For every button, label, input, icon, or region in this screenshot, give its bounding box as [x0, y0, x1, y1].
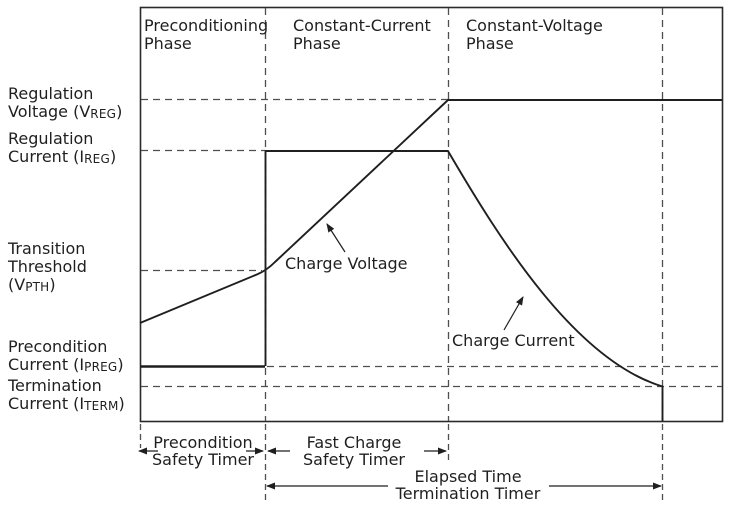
phase-label-preconditioning: Preconditioning Phase [144, 16, 269, 53]
label-precondition-safety-timer: Precondition Safety Timer [152, 433, 254, 469]
charge-current-pointer-arrow-icon [503, 296, 524, 331]
annotation-charge-voltage: Charge Voltage [285, 254, 408, 273]
label-termination-current: Termination Current (ITERM) [8, 376, 125, 414]
label-regulation-voltage: Regulation Voltage (VREG) [8, 84, 123, 122]
charge-voltage-curve [139, 99, 722, 324]
label-precondition-current: Precondition Current (IPREG) [8, 337, 124, 375]
phase-label-constant-current: Constant-Current Phase [293, 16, 431, 53]
label-elapsed-time-termination-timer: Elapsed Time Termination Timer [395, 467, 541, 503]
charge-current-curve [264, 150, 664, 421]
label-fast-charge-safety-timer: Fast Charge Safety Timer [303, 433, 405, 469]
label-transition-threshold: Transition Threshold (VPTH) [8, 239, 87, 295]
label-regulation-current: Regulation Current (IREG) [8, 129, 117, 167]
plot-border [139, 6, 724, 423]
annotation-charge-current: Charge Current [452, 331, 575, 350]
charge-voltage-pointer-arrow-icon [326, 223, 346, 253]
phase-label-constant-voltage: Constant-Voltage Phase [466, 16, 603, 53]
